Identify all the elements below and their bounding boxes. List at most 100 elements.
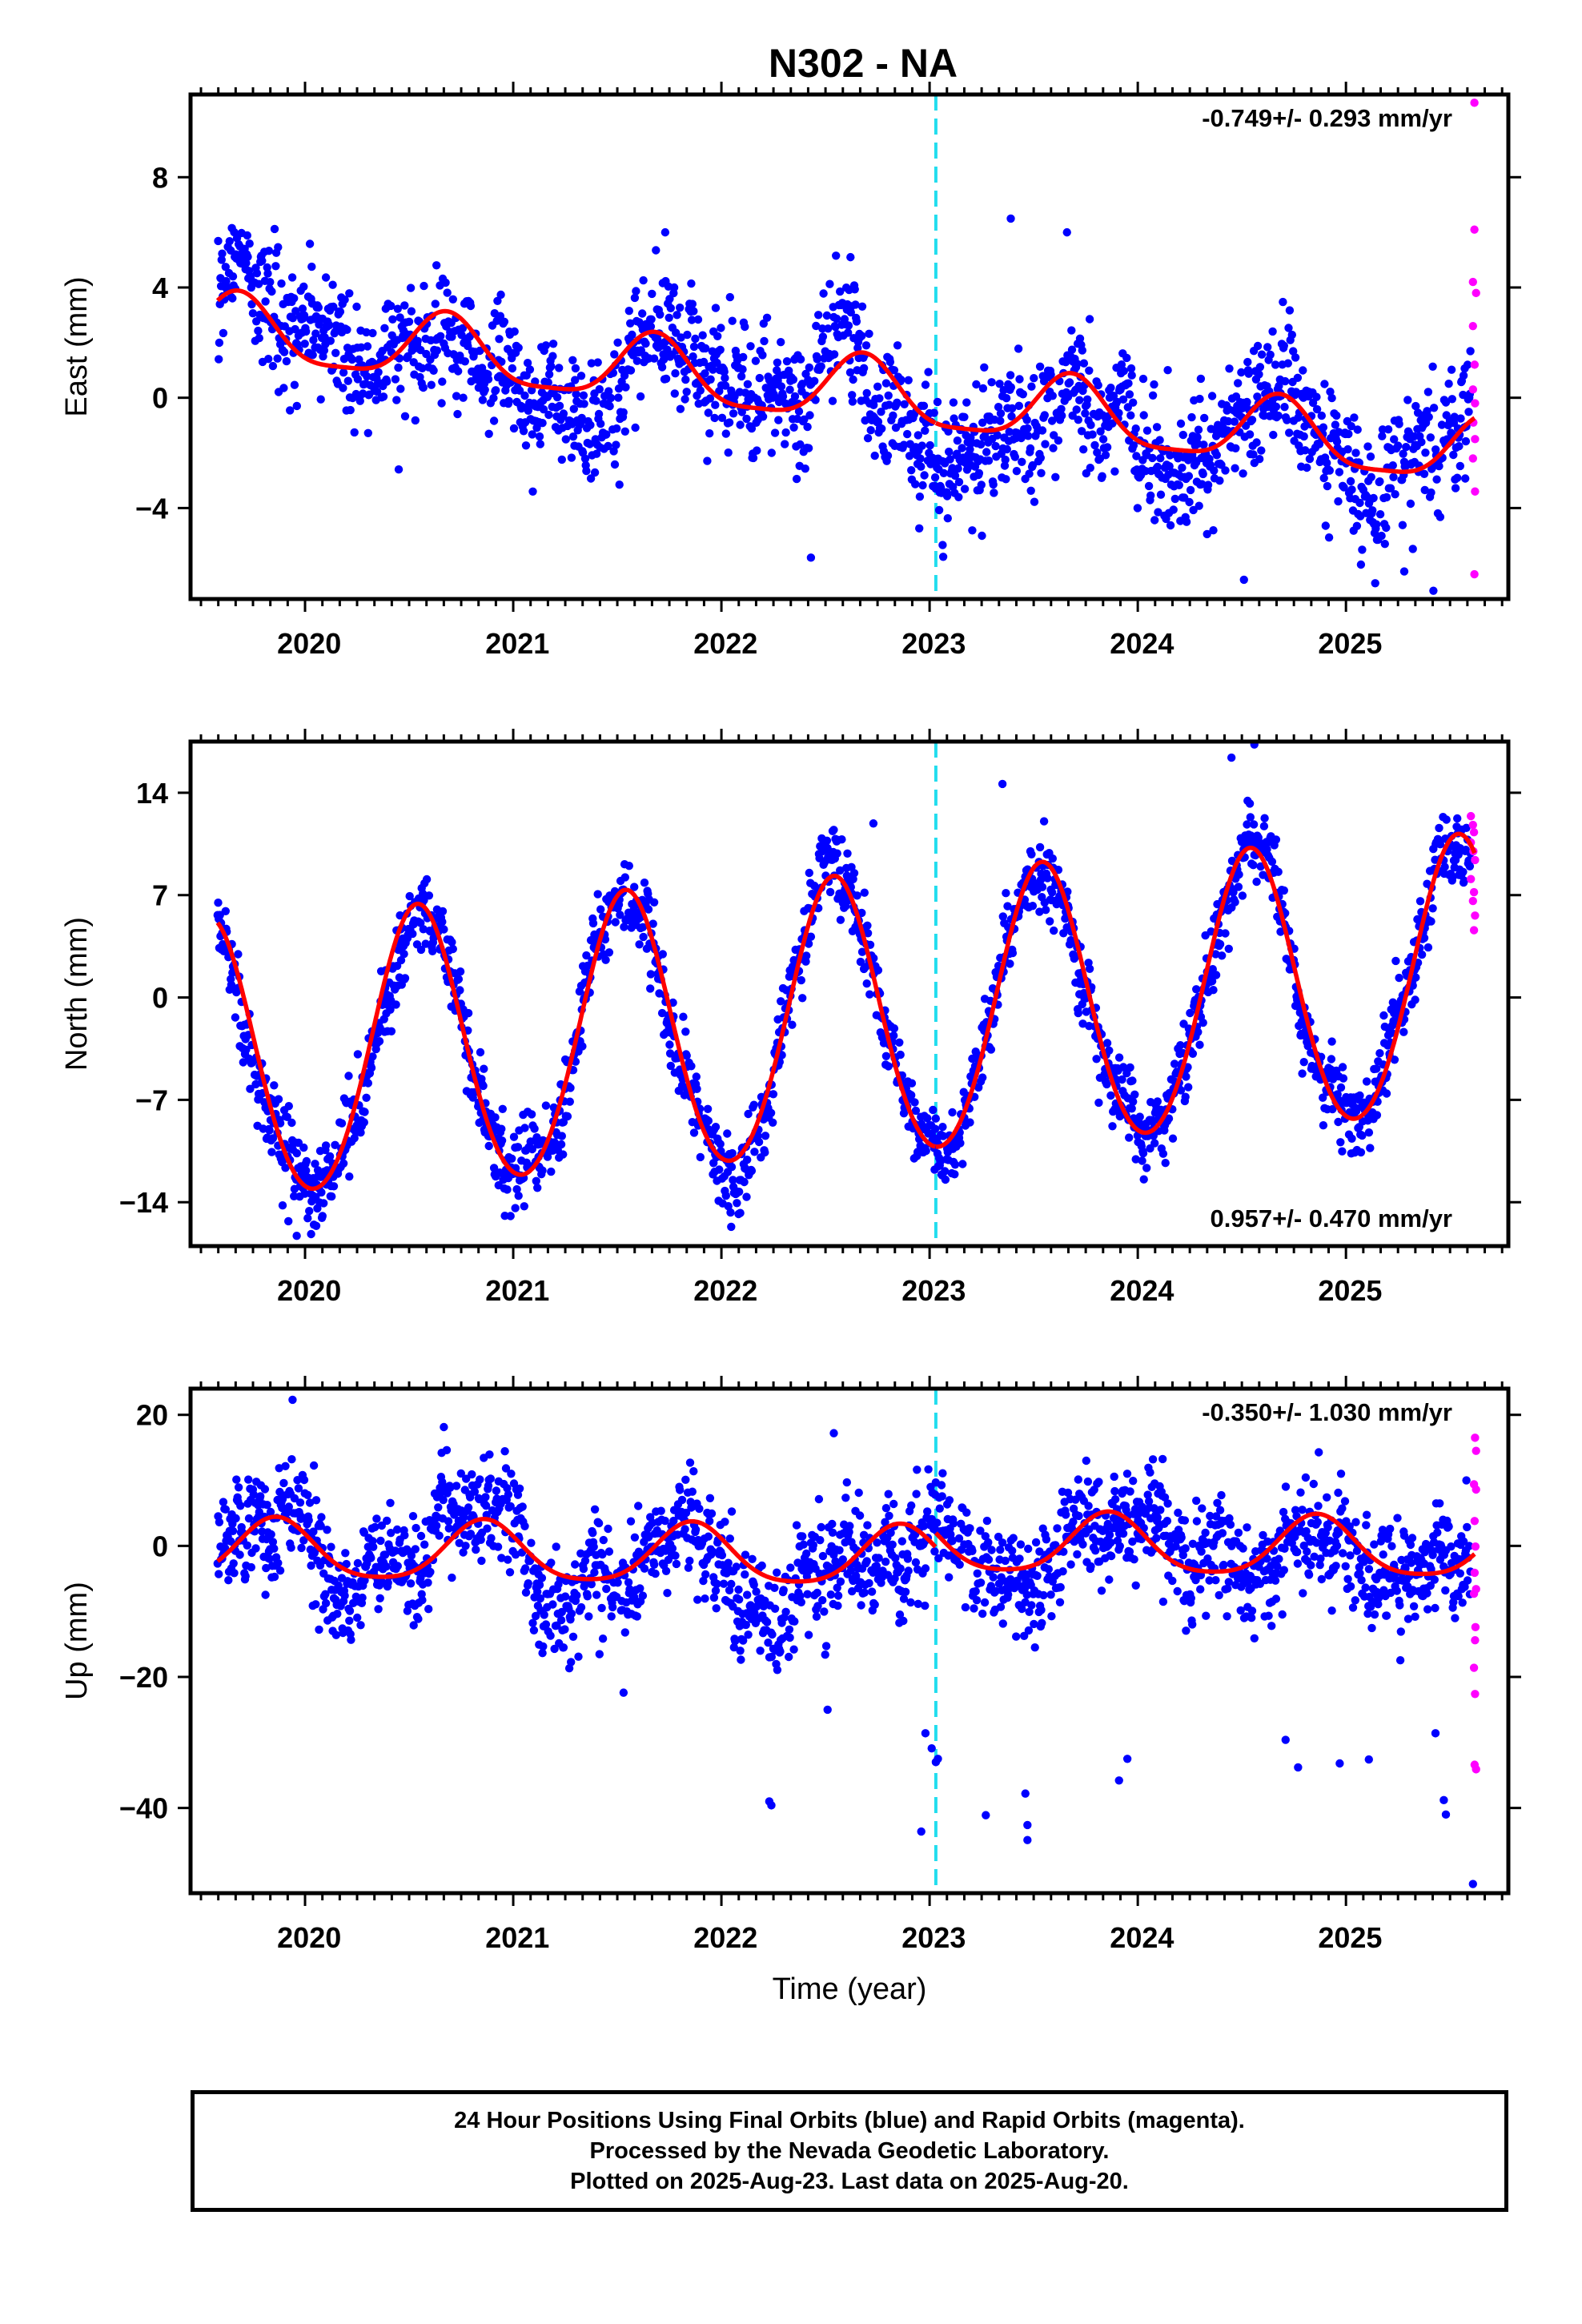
final-point <box>458 324 468 333</box>
final-point <box>647 315 656 324</box>
final-point <box>661 227 670 237</box>
final-point <box>1408 545 1417 553</box>
final-point <box>509 1132 519 1141</box>
final-point <box>736 1208 745 1217</box>
final-point <box>1379 1011 1388 1020</box>
final-point <box>440 925 448 934</box>
final-point <box>1432 475 1441 484</box>
final-point <box>249 1490 258 1499</box>
final-point <box>1133 504 1142 513</box>
final-point <box>857 332 866 340</box>
final-point <box>657 363 667 372</box>
final-point <box>1018 457 1026 466</box>
final-point <box>601 955 610 964</box>
final-point <box>507 1470 516 1478</box>
final-point <box>520 1522 529 1531</box>
final-point <box>1271 360 1280 369</box>
final-point <box>290 294 299 303</box>
final-point <box>1108 419 1117 428</box>
rapid-point <box>1471 487 1480 496</box>
final-point <box>1426 433 1435 442</box>
final-point <box>1198 480 1207 489</box>
final-point <box>548 352 557 360</box>
final-point <box>966 1118 974 1127</box>
final-point <box>1114 1053 1124 1062</box>
final-point <box>329 302 338 312</box>
final-point <box>394 363 403 372</box>
final-point <box>1231 898 1239 907</box>
chart-title: N302 - NA <box>769 41 958 86</box>
final-point <box>362 328 371 337</box>
final-point <box>619 408 628 417</box>
final-point <box>221 907 230 916</box>
final-point <box>426 1567 435 1577</box>
final-point <box>476 1475 484 1484</box>
final-point <box>916 454 925 463</box>
final-point <box>1289 347 1298 356</box>
final-point <box>315 1625 323 1634</box>
final-point <box>396 911 404 920</box>
final-point <box>299 1536 308 1545</box>
final-point <box>568 432 578 441</box>
final-point <box>541 341 551 350</box>
final-point <box>1102 443 1112 452</box>
final-point <box>408 1512 418 1521</box>
x-tick-label: 2020 <box>277 1274 341 1307</box>
final-point <box>1003 902 1012 911</box>
final-point <box>459 393 468 402</box>
final-point <box>656 310 665 319</box>
final-point <box>671 1551 680 1560</box>
final-point <box>1075 396 1084 404</box>
final-point <box>803 422 812 432</box>
final-point <box>520 1202 528 1211</box>
final-point <box>788 1020 797 1029</box>
final-point <box>243 252 252 261</box>
final-point <box>869 819 878 828</box>
final-point <box>933 397 942 407</box>
final-point <box>345 1616 354 1626</box>
x-tick-label: 2020 <box>277 627 341 660</box>
final-point <box>1435 823 1443 833</box>
final-point <box>1128 1076 1137 1085</box>
rapid-point <box>1468 820 1477 830</box>
final-point <box>429 934 438 943</box>
final-point <box>1403 396 1412 404</box>
final-point <box>665 313 673 322</box>
final-point <box>615 480 624 489</box>
final-point <box>607 1612 616 1621</box>
final-point <box>363 372 371 381</box>
final-point <box>327 1192 336 1201</box>
final-point <box>460 357 469 366</box>
final-point <box>221 1505 230 1514</box>
final-point <box>1101 451 1110 460</box>
final-point <box>476 1047 485 1057</box>
final-point <box>724 448 733 457</box>
final-point <box>639 275 648 285</box>
final-point <box>374 368 383 376</box>
final-point <box>294 1484 303 1493</box>
final-point <box>1427 488 1435 497</box>
final-point <box>938 1123 947 1132</box>
final-point <box>504 396 513 405</box>
final-point <box>260 1485 270 1494</box>
final-point <box>917 462 926 471</box>
final-point <box>727 1222 736 1232</box>
final-point <box>1051 472 1060 481</box>
final-point <box>1395 973 1403 983</box>
final-point <box>1184 472 1194 480</box>
final-point <box>1377 531 1386 541</box>
final-point <box>1152 423 1162 432</box>
final-point <box>444 1517 453 1526</box>
final-point <box>883 451 893 460</box>
final-point <box>464 1503 473 1512</box>
final-point <box>283 1112 291 1122</box>
final-point <box>1176 1041 1185 1050</box>
final-point <box>806 932 816 941</box>
final-point <box>317 1513 326 1522</box>
final-point <box>994 403 1003 412</box>
final-point <box>321 1590 330 1598</box>
final-point <box>770 428 780 437</box>
final-point <box>1299 366 1307 375</box>
final-point <box>1239 469 1247 478</box>
final-point <box>1086 420 1095 429</box>
